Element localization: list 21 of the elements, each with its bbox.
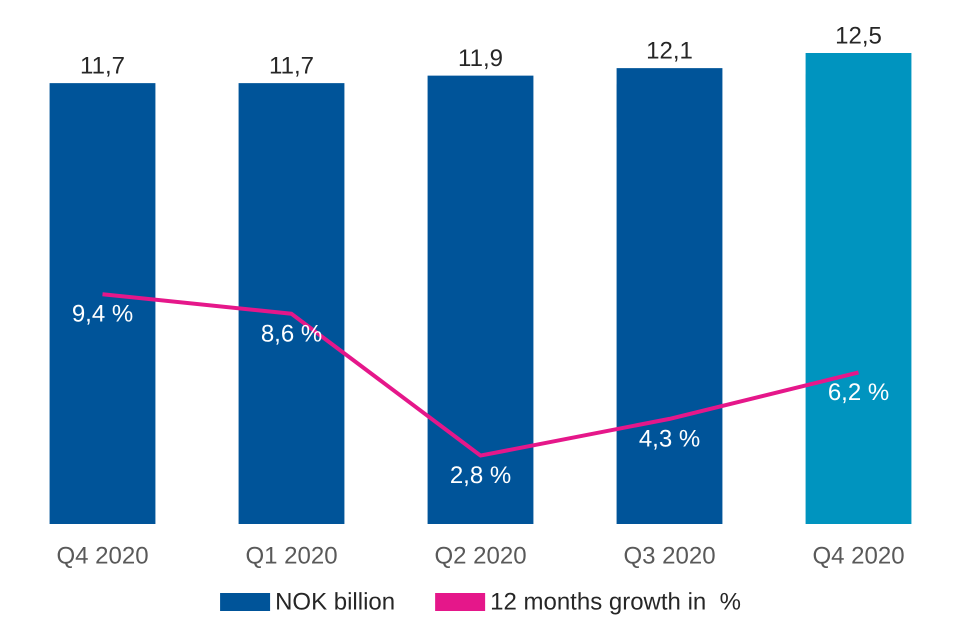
x-tick-label: Q2 2020 — [434, 542, 527, 570]
legend-label: 12 months growth in % — [490, 588, 741, 616]
x-tick-label: Q4 2020 — [56, 542, 149, 570]
data-label: 4,3 % — [638, 425, 700, 452]
data-label: 2,8 % — [450, 462, 512, 490]
data-label: 12,1 — [646, 38, 693, 65]
bar — [806, 53, 912, 524]
bar — [616, 68, 722, 524]
data-label: 9,4 % — [72, 300, 134, 328]
bar — [50, 83, 156, 524]
data-label: 11,9 — [458, 45, 503, 72]
bar — [428, 76, 534, 524]
data-label: 11,7 — [269, 52, 314, 80]
data-label: 6,2 % — [828, 378, 890, 406]
data-label: 12,5 — [835, 22, 882, 50]
x-tick-label: Q1 2020 — [245, 542, 338, 570]
x-tick-label: Q3 2020 — [623, 542, 716, 570]
x-tick-label: Q4 2020 — [812, 542, 905, 570]
bar — [238, 83, 344, 524]
data-label: 11,7 — [80, 52, 125, 80]
legend-label: NOK billion — [275, 588, 396, 616]
